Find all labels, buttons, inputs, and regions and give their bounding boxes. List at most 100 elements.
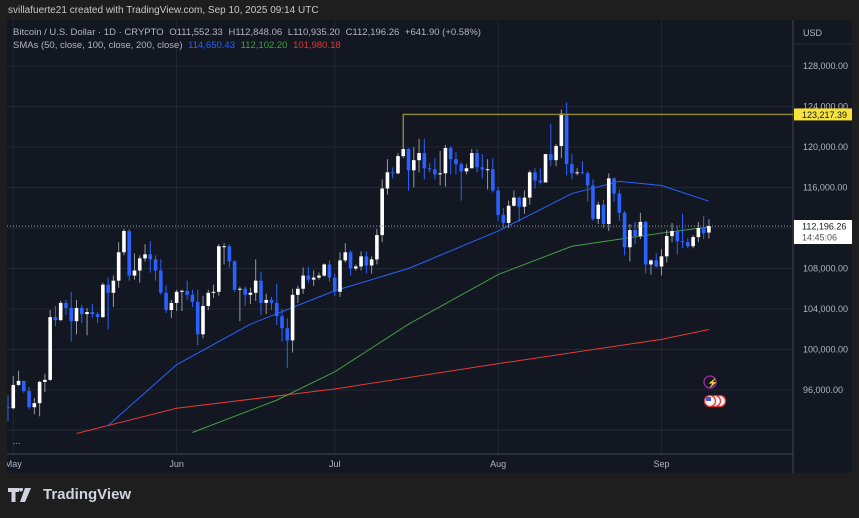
candle-body — [11, 384, 16, 409]
price-axis-label: 100,000.00 — [803, 345, 848, 355]
sma100-value: 112,102.20 — [240, 40, 288, 51]
candle-body — [148, 254, 153, 260]
chart-credit: svillafuerte21 created with TradingView.… — [8, 5, 319, 16]
candle-body — [132, 270, 137, 276]
candle-body — [201, 305, 205, 335]
candle-body — [206, 292, 211, 306]
candle-body — [633, 230, 637, 237]
candle-body — [417, 153, 421, 161]
candle-body — [327, 264, 332, 278]
ohlc-row: Bitcoin / U.S. Dollar · 1D · CRYPTO O111… — [13, 26, 484, 39]
sma-label[interactable]: SMAs (50, close, 100, close, 200, close) — [13, 40, 183, 51]
candle-body — [227, 246, 232, 262]
candle-body — [7, 407, 10, 409]
candle-body — [443, 148, 448, 174]
candle-body — [280, 316, 284, 329]
candle-body — [606, 178, 611, 224]
candle-body — [306, 275, 311, 280]
candle-body — [575, 172, 579, 174]
close-value: C112,196.26 — [345, 27, 400, 38]
candle-body — [274, 302, 279, 317]
candle-body — [53, 317, 58, 321]
candle-body — [686, 242, 690, 247]
candle-body — [69, 307, 74, 322]
candle-body — [675, 231, 680, 242]
candle-body — [401, 149, 406, 157]
candle-body — [659, 256, 664, 267]
candle-body — [27, 391, 31, 408]
time-axis-label: Aug — [490, 459, 506, 469]
candle-body — [506, 205, 511, 223]
price-axis-label: 124,000.00 — [803, 102, 848, 112]
candle-body — [174, 291, 179, 303]
candle-body — [707, 226, 711, 233]
chart-frame[interactable]: Bitcoin / U.S. Dollar · 1D · CRYPTO O111… — [7, 20, 852, 473]
candle-body — [217, 246, 221, 292]
last-price-tag — [794, 220, 852, 245]
price-chart[interactable]: May Jun Jul Aug Sep... ⚡ USD 128,000.00 124,00… — [7, 20, 852, 473]
tradingview-logo: TradingView — [8, 486, 131, 503]
candle-body — [701, 228, 706, 234]
sma50-value: 114,650.43 — [188, 40, 235, 51]
change-value: +641.90 (+0.58%) — [404, 27, 481, 38]
candle-body — [596, 204, 601, 219]
candle-body — [343, 252, 348, 261]
price-axis: USD 128,000.00 124,000.00 120,000.00 116,000… — [793, 20, 852, 473]
last-price-label: 112,196.26 — [802, 222, 846, 232]
candle-body — [664, 236, 669, 257]
candle-body — [338, 260, 342, 292]
candle-body — [380, 188, 384, 236]
candle-body — [253, 280, 258, 293]
candle-body — [232, 261, 237, 290]
candle-body — [559, 113, 564, 146]
candle-body — [43, 379, 47, 382]
candle-body — [622, 212, 627, 248]
candle-body — [385, 172, 390, 189]
candle-body — [396, 156, 400, 174]
candles — [7, 102, 711, 422]
candle-body — [74, 307, 79, 322]
candle-body — [122, 231, 126, 253]
candle-body — [195, 301, 200, 335]
candle-body — [238, 288, 242, 290]
candle-body — [106, 284, 110, 293]
candle-body — [522, 197, 527, 207]
candle-body — [628, 230, 632, 248]
candle-body — [390, 172, 395, 174]
candle-body — [538, 180, 543, 183]
sma200-value: 101,980.18 — [293, 40, 341, 51]
candle-body — [322, 264, 326, 276]
candle-body — [585, 173, 590, 186]
candle-body — [406, 149, 411, 171]
candle-body — [364, 256, 369, 266]
indicator-more-button[interactable]: ... — [13, 436, 21, 446]
candle-body — [79, 307, 84, 315]
candle-body — [243, 288, 247, 295]
candle-body — [438, 173, 442, 175]
candle-body — [617, 193, 622, 213]
candle-body — [427, 168, 432, 170]
lightning-event-icon — [703, 375, 717, 389]
candle-body — [496, 190, 500, 215]
resistance-line — [402, 113, 793, 149]
candle-body — [164, 292, 168, 311]
symbol-label[interactable]: Bitcoin / U.S. Dollar · 1D · CRYPTO — [13, 27, 164, 38]
candle-body — [680, 241, 685, 243]
candle-body — [527, 172, 532, 198]
candle-body — [475, 153, 479, 168]
candle-body — [85, 312, 89, 315]
price-axis-label: 104,000.00 — [803, 304, 848, 314]
candle-body — [301, 275, 305, 289]
candle-body — [501, 214, 506, 223]
candle-body — [564, 113, 569, 165]
candle-body — [533, 172, 537, 181]
price-axis-label: 116,000.00 — [803, 183, 847, 193]
candle-body — [422, 153, 427, 169]
us-flag-canton — [706, 397, 711, 401]
candle-body — [259, 280, 263, 303]
candle-body — [554, 145, 558, 161]
candle-body — [143, 254, 147, 259]
candle-body — [549, 154, 553, 161]
tradingview-logo-icon — [8, 487, 31, 502]
candle-body — [543, 154, 548, 183]
